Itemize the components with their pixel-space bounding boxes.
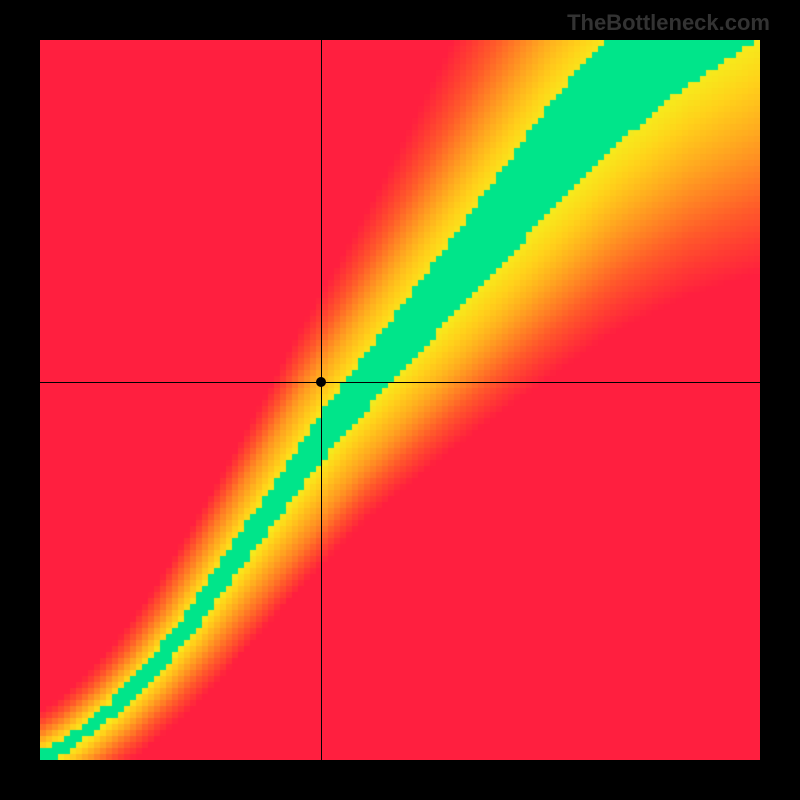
watermark-text: TheBottleneck.com (567, 10, 770, 36)
plot-area (40, 40, 760, 760)
heatmap-canvas (40, 40, 760, 760)
crosshair-vertical (321, 40, 322, 760)
root-container: TheBottleneck.com (0, 0, 800, 800)
crosshair-marker (316, 377, 326, 387)
crosshair-horizontal (40, 382, 760, 383)
